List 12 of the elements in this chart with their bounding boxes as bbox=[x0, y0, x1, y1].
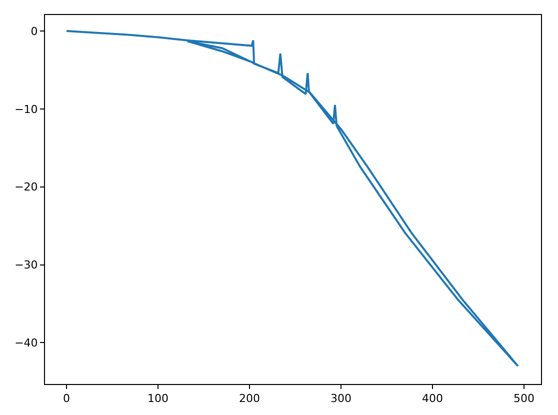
x-tick-label: 400 bbox=[422, 392, 443, 406]
y-tick-label: −30 bbox=[14, 258, 38, 272]
x-tick-label: 100 bbox=[148, 392, 168, 406]
y-tick-label: 0 bbox=[30, 24, 38, 38]
y-tick-label: −20 bbox=[14, 180, 38, 194]
y-tick-label: −40 bbox=[14, 336, 38, 350]
x-tick-label: 300 bbox=[330, 392, 352, 406]
line-series bbox=[66, 30, 519, 368]
x-tick-label: 0 bbox=[63, 392, 70, 406]
x-tick-label: 200 bbox=[238, 392, 260, 406]
x-tick-label: 500 bbox=[513, 392, 534, 406]
y-tick-label: −10 bbox=[14, 102, 38, 116]
